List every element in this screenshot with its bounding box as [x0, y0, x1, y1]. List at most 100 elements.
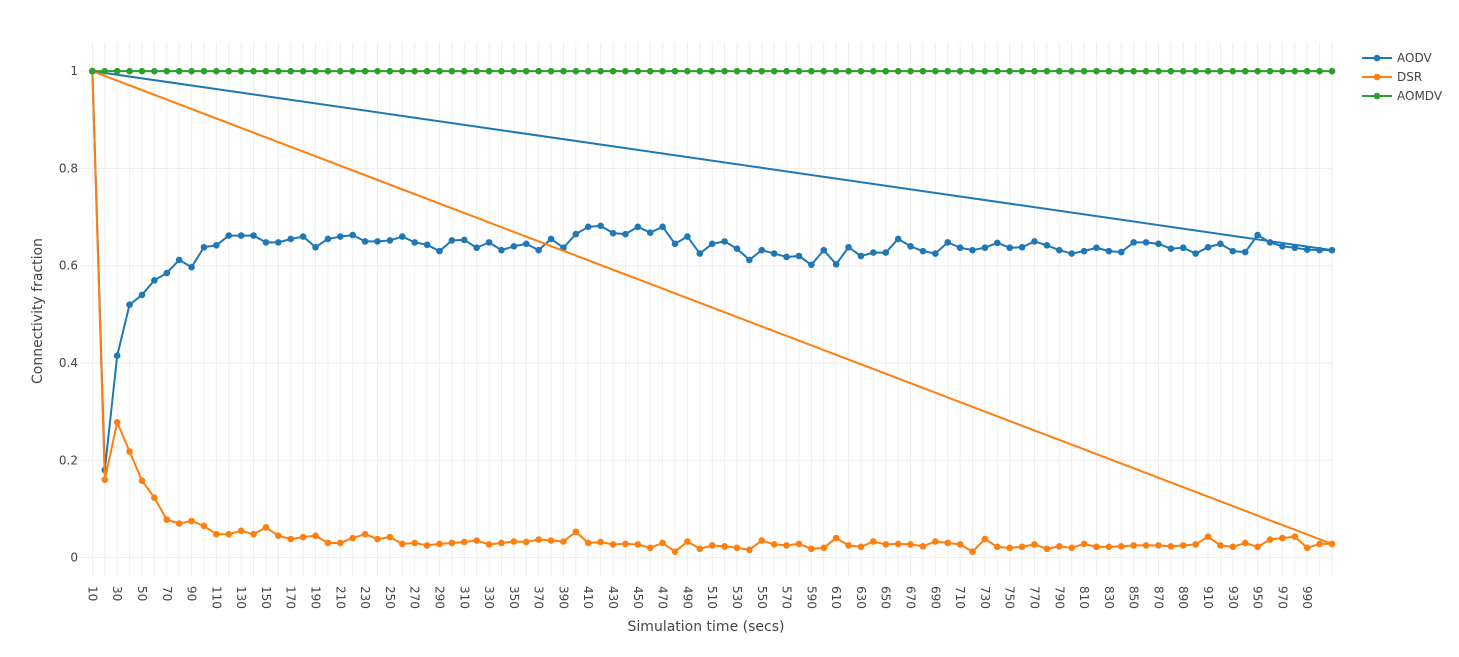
data-point-dsr [994, 543, 1001, 551]
x-tick-label: 370 [532, 586, 546, 609]
data-point-dsr [151, 494, 158, 502]
x-tick-label: 270 [408, 586, 422, 609]
data-point-aomdv [312, 67, 319, 75]
data-point-dsr [473, 537, 480, 544]
data-point-aodv [1316, 246, 1323, 254]
data-point-dsr [956, 541, 964, 548]
data-point-dsr [460, 538, 468, 546]
data-point-dsr [1080, 540, 1088, 548]
data-point-aomdv [225, 67, 233, 75]
x-axis-ticks: 10 30 50 70 90 110 130 150 170 190 210 230 250 270 290… [85, 586, 1314, 609]
legend-item-aomdv[interactable]: AOMDV [1362, 89, 1443, 103]
data-point-aodv [1167, 245, 1175, 253]
data-point-aomdv [1229, 67, 1237, 75]
data-point-dsr [374, 535, 381, 543]
data-point-aomdv [522, 67, 530, 75]
x-tick-label: 610 [829, 586, 843, 609]
x-tick-label: 310 [457, 586, 471, 609]
data-point-dsr [820, 544, 828, 552]
data-point-aodv [1204, 243, 1212, 251]
data-point-dsr [1155, 542, 1162, 549]
data-point-aodv [969, 246, 976, 254]
data-point-aodv [1130, 239, 1137, 246]
data-point-aodv [795, 252, 803, 260]
x-tick-label: 910 [1201, 586, 1215, 609]
data-point-aodv [485, 239, 493, 246]
data-point-aomdv [1142, 67, 1150, 75]
x-tick-label: 630 [854, 586, 868, 609]
data-point-aomdv [894, 67, 902, 75]
legend-label: AODV [1397, 51, 1432, 65]
data-point-aomdv [1117, 67, 1125, 75]
data-point-aomdv [1192, 67, 1199, 75]
data-point-aomdv [870, 67, 877, 75]
x-tick-label: 250 [383, 586, 397, 609]
data-point-aodv [1303, 246, 1311, 253]
x-tick-label: 230 [358, 586, 372, 609]
x-tick-label: 390 [556, 586, 570, 609]
data-point-aodv [522, 240, 530, 248]
data-point-dsr [795, 540, 803, 548]
x-tick-label: 170 [284, 586, 298, 609]
data-point-dsr [696, 545, 704, 553]
data-point-aomdv [671, 67, 679, 75]
data-point-dsr [845, 542, 852, 549]
data-point-aomdv [213, 67, 220, 75]
data-point-dsr [783, 542, 790, 549]
data-point-aomdv [646, 67, 654, 75]
data-point-aomdv [932, 67, 939, 75]
data-point-aomdv [398, 67, 406, 75]
data-point-aomdv [89, 67, 96, 75]
data-point-aomdv [510, 67, 518, 75]
data-point-aomdv [634, 67, 642, 75]
data-point-dsr [944, 539, 952, 547]
data-point-aomdv [944, 67, 952, 75]
data-point-aomdv [770, 67, 778, 75]
data-point-aomdv [684, 67, 691, 75]
data-point-dsr [113, 419, 121, 426]
data-point-dsr [163, 516, 171, 523]
data-point-dsr [448, 539, 456, 547]
data-point-aomdv [485, 67, 493, 75]
x-tick-label: 570 [780, 586, 794, 609]
y-tick-label: 0.6 [59, 259, 78, 273]
data-point-aodv [907, 242, 914, 250]
data-point-aomdv [498, 67, 505, 75]
data-point-aodv [151, 277, 158, 284]
legend-item-aodv[interactable]: AODV [1362, 51, 1432, 65]
data-point-aodv [460, 236, 468, 244]
data-point-dsr [1068, 544, 1075, 552]
data-point-dsr [299, 533, 307, 541]
data-point-dsr [932, 538, 939, 545]
data-point-aodv [436, 247, 443, 255]
legend-item-dsr[interactable]: DSR [1362, 70, 1422, 84]
data-point-dsr [485, 541, 493, 548]
data-point-aomdv [1328, 67, 1336, 75]
data-point-dsr [522, 538, 530, 546]
legend[interactable]: AODV DSR AOMDV [1362, 51, 1443, 103]
data-point-aodv [721, 238, 728, 245]
data-point-aomdv [436, 67, 443, 75]
x-tick-label: 850 [1127, 586, 1141, 609]
x-tick-label: 750 [1003, 586, 1017, 609]
data-point-aomdv [1043, 67, 1051, 75]
y-axis-ticks: 0 0.2 0.4 0.6 0.8 1 [59, 64, 78, 564]
data-point-dsr [560, 538, 567, 545]
data-point-aomdv [151, 67, 158, 75]
data-point-aodv [845, 243, 852, 251]
data-point-dsr [1204, 533, 1212, 540]
data-point-aodv [808, 261, 815, 269]
data-point-dsr [572, 528, 580, 536]
data-point-aodv [944, 239, 952, 246]
data-point-aodv [820, 246, 828, 254]
data-point-dsr [981, 535, 989, 543]
data-point-aodv [1266, 239, 1274, 246]
data-point-aomdv [1018, 67, 1026, 75]
data-point-dsr [1217, 542, 1224, 549]
x-tick-label: 150 [259, 586, 273, 609]
data-point-aomdv [1167, 67, 1175, 75]
data-point-dsr [1105, 543, 1113, 551]
data-point-dsr [1179, 542, 1187, 549]
data-point-dsr [337, 539, 344, 547]
data-point-aodv [746, 256, 753, 264]
